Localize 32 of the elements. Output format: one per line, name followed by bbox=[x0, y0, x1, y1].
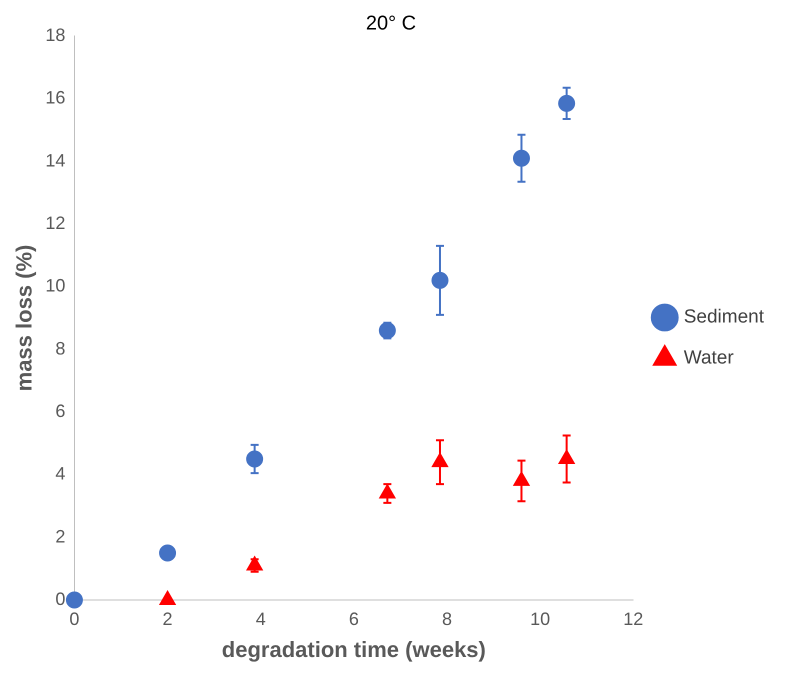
y-tick-label: 2 bbox=[55, 526, 66, 546]
legend-label: Sediment bbox=[684, 306, 765, 328]
x-axis-title: degradation time (weeks) bbox=[222, 636, 486, 662]
point bbox=[246, 556, 263, 571]
point bbox=[431, 272, 448, 289]
y-tick-label: 4 bbox=[55, 464, 66, 484]
x-tick-label: 8 bbox=[442, 608, 452, 629]
y-tick-label: 10 bbox=[45, 276, 66, 296]
point bbox=[432, 452, 448, 468]
x-tick-label: 2 bbox=[162, 608, 173, 629]
point bbox=[378, 322, 396, 340]
x-tick-label: 12 bbox=[623, 608, 644, 629]
legend-label: Water bbox=[684, 348, 734, 369]
point bbox=[558, 450, 575, 464]
y-tick-label: 16 bbox=[45, 88, 66, 108]
point bbox=[379, 484, 396, 498]
y-tick-label: 6 bbox=[55, 400, 66, 421]
y-tick-label: 0 bbox=[55, 588, 66, 609]
y-axis-title: mass loss (%) bbox=[11, 244, 36, 392]
chart-title: 20° C bbox=[366, 12, 416, 35]
point bbox=[558, 94, 576, 112]
point bbox=[159, 590, 176, 605]
x-tick-label: 4 bbox=[256, 608, 266, 629]
y-tick-label: 8 bbox=[55, 338, 66, 358]
x-tick-label: 10 bbox=[530, 608, 550, 629]
x-tick-label: 6 bbox=[348, 608, 359, 629]
y-tick-label: 18 bbox=[45, 24, 66, 45]
point bbox=[512, 150, 530, 167]
y-tick-label: 12 bbox=[45, 212, 66, 233]
point bbox=[513, 471, 530, 486]
y-tick-label: 14 bbox=[45, 150, 66, 170]
x-tick-label: 0 bbox=[69, 608, 80, 629]
